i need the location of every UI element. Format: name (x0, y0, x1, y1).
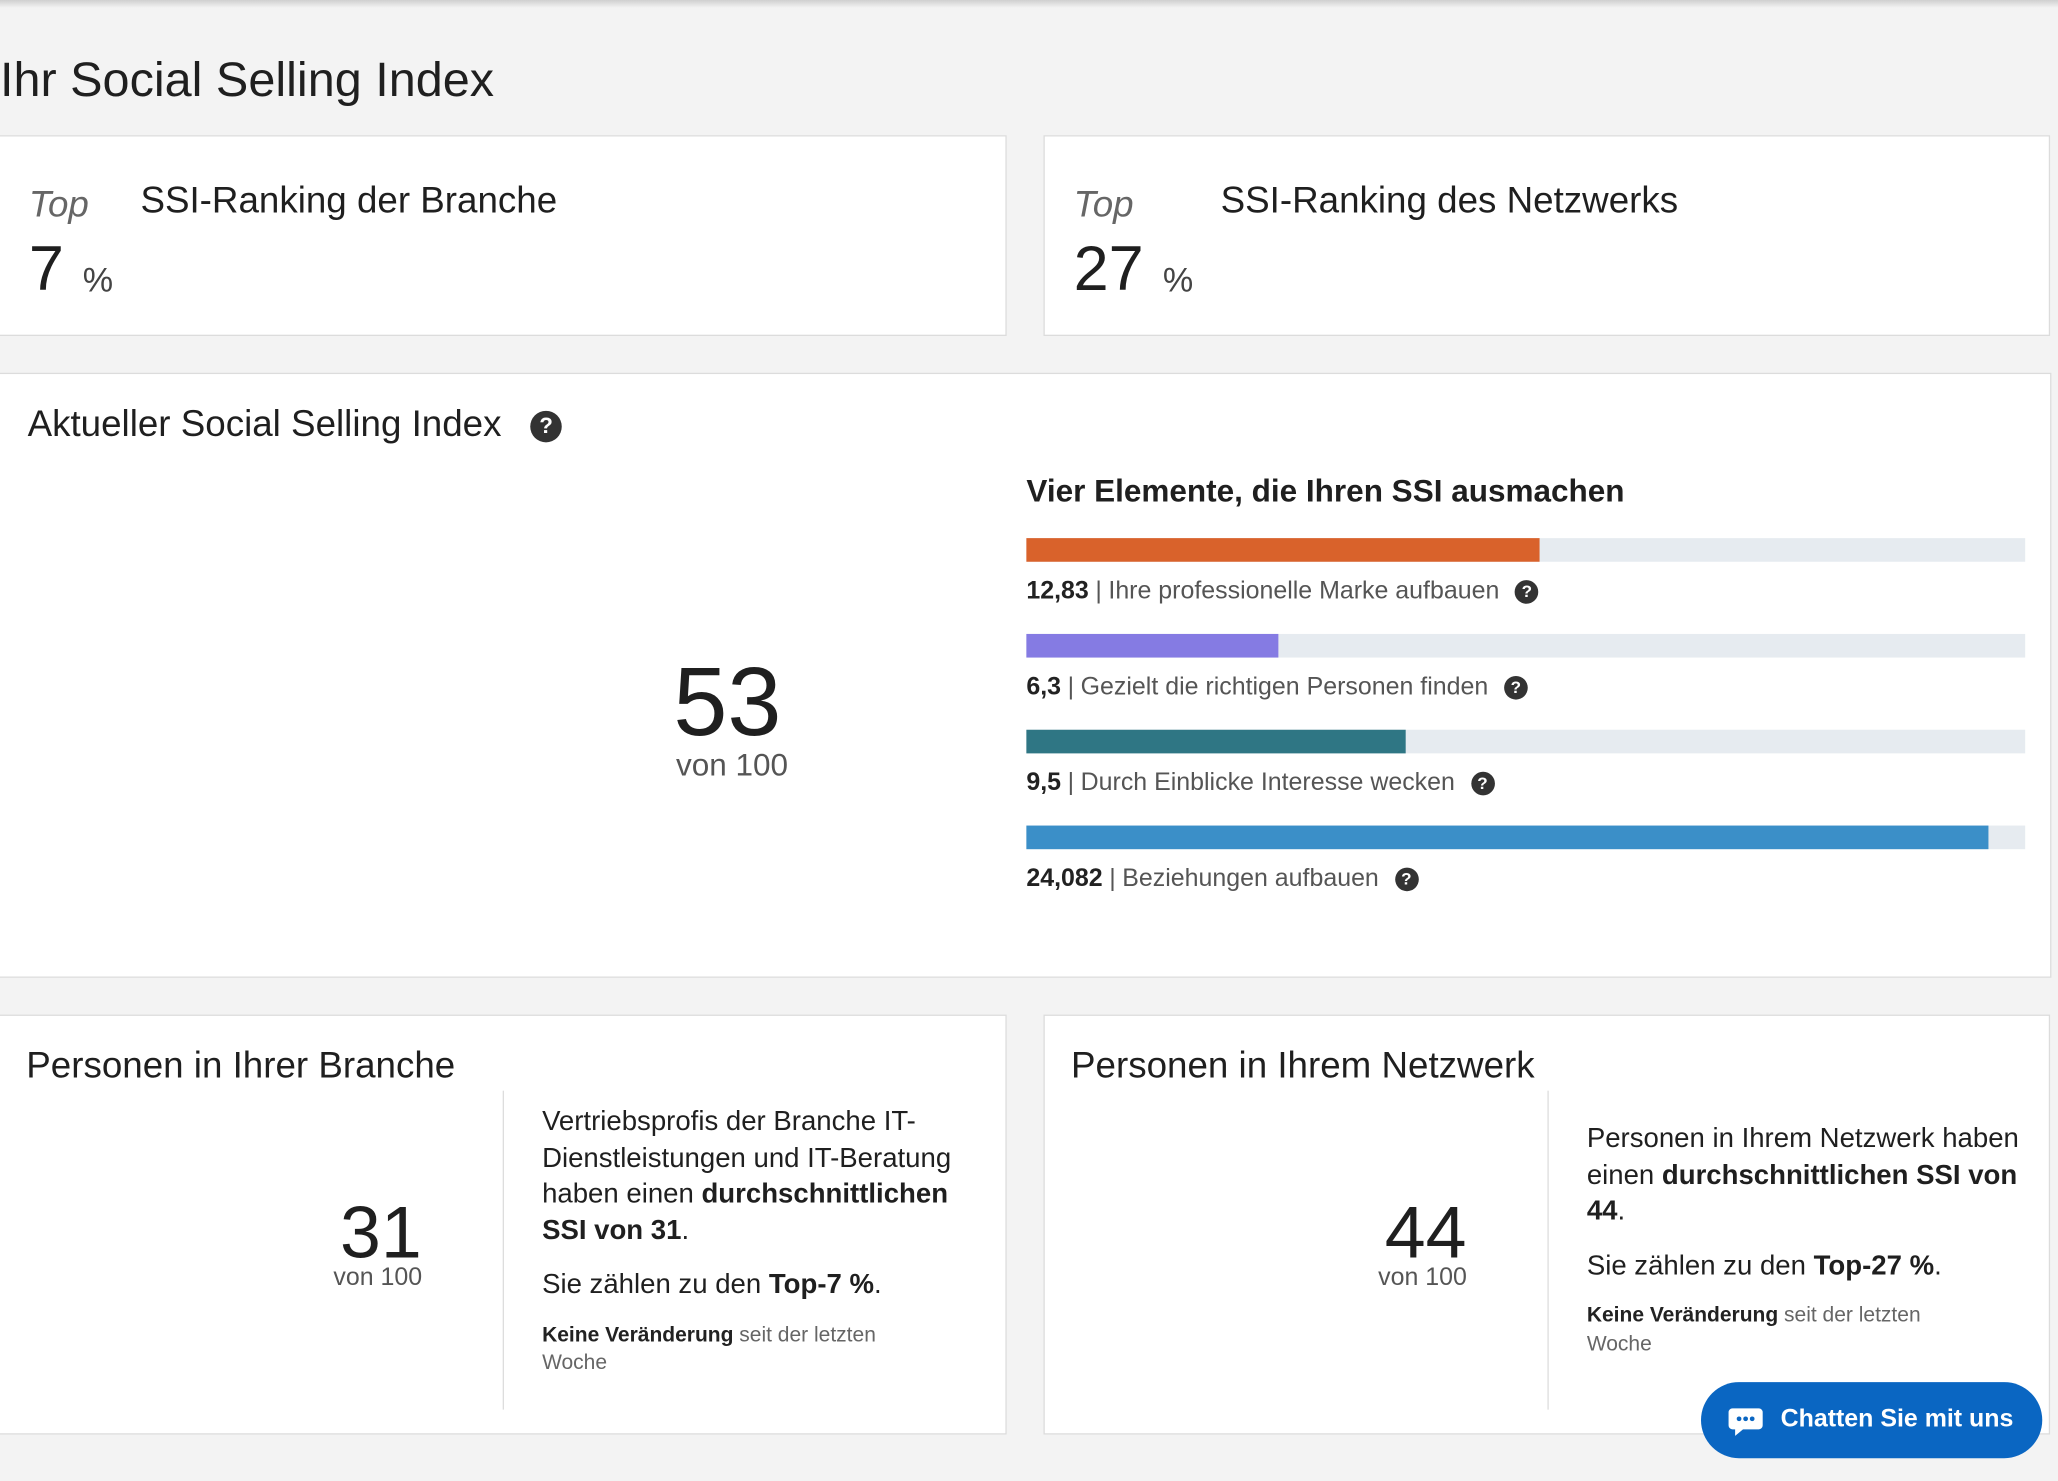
bar-label: 6,3 | Gezielt die richtigen Personen finde… (1026, 673, 1528, 702)
peer-text: Personen in Ihrem Netzwerk haben einen d… (1587, 1121, 2020, 1359)
bold-text: durchschnittlichen SSI von 44 (1586, 1159, 2018, 1226)
ssi-score: 53 (673, 647, 782, 756)
help-icon: ? (530, 410, 562, 442)
description: Personen in Ihrem Netzwerk haben einen d… (1587, 1121, 2020, 1229)
chat-button[interactable]: Chatten Sie mit uns (1701, 1382, 2043, 1459)
text: seit der letzten Woche (1586, 1304, 1921, 1356)
separator: | (1067, 769, 1075, 797)
page-title: Ihr Social Selling Index (0, 52, 495, 107)
divider (502, 1090, 504, 1410)
peer-score: 31 (339, 1190, 422, 1274)
bold-text: Keine Veränderung (542, 1323, 734, 1346)
rank-value: 27 (1073, 234, 1144, 305)
bar-name: Beziehungen aufbauen (1122, 864, 1379, 893)
top-label: Top (28, 183, 89, 225)
bar-name: Ihre professionelle Marke aufbauen (1108, 577, 1500, 606)
text: . (1934, 1250, 1942, 1281)
chat-icon (1728, 1408, 1763, 1436)
ssi-title: Aktueller Social Selling Index? (28, 403, 562, 445)
help-icon: ? (1470, 771, 1495, 796)
bar-value: 24,082 (1026, 864, 1103, 893)
help-icon: ? (1394, 867, 1419, 892)
bar (1026, 538, 1539, 562)
bar-label: 12,83 | Ihre professionelle Marke aufbauen… (1026, 577, 1539, 607)
bar (1026, 729, 1406, 754)
text: Sie zählen zu den (1586, 1250, 1814, 1281)
rank-unit: % (82, 259, 114, 300)
help-icon: ? (1515, 580, 1539, 604)
peer-card: Personen in Ihrem Netzwerk 44 von 100 Perso… (1043, 1014, 2051, 1435)
bar-track (1026, 633, 2026, 658)
bar-name: Gezielt die richtigen Personen finden (1080, 673, 1489, 701)
bar-track (1026, 729, 2026, 754)
top-label: Top (1073, 183, 1134, 225)
chat-label: Chatten Sie mit uns (1780, 1405, 2014, 1434)
peer-text: Vertriebsprofis der Branche IT-Dienstlei… (542, 1104, 988, 1378)
bar-name: Durch Einblicke Interesse wecken (1080, 769, 1455, 797)
bar-track (1026, 538, 2026, 562)
help-icon: ? (1503, 675, 1528, 700)
text: seit der letzten Woche (542, 1323, 876, 1375)
components-title: Vier Elemente, die Ihren SSI ausmachen (1026, 473, 1625, 510)
ssi-title-text: Aktueller Social Selling Index (27, 402, 502, 444)
text: Personen in Ihrem Netzwerk haben einen (1586, 1123, 2019, 1190)
peer-total: von 100 (1378, 1263, 1467, 1292)
bar (1026, 633, 1279, 658)
bar (1026, 825, 1989, 850)
bar-value: 6,3 (1026, 673, 1062, 701)
bar-value: 9,5 (1026, 769, 1062, 797)
text: . (874, 1269, 882, 1300)
text: . (681, 1214, 690, 1245)
separator: | (1095, 577, 1102, 606)
bold-text: Keine Veränderung (1586, 1304, 1779, 1327)
rank-unit: % (1162, 259, 1194, 300)
rank-text: Sie zählen zu den Top-7 %. (542, 1267, 988, 1303)
peer-title: Personen in Ihrem Netzwerk (1071, 1044, 1535, 1086)
ranking-card: Top 27% SSI-Ranking des Netzwerks (1043, 135, 2051, 336)
bold-text: Top-7 % (768, 1269, 875, 1300)
change-text: Keine Veränderung seit der letzten Woche (542, 1321, 923, 1377)
rank-value: 7 (28, 234, 64, 305)
rank-title: SSI-Ranking des Netzwerks (1220, 179, 1679, 221)
ssi-card: Aktueller Social Selling Index? 53 von 100… (0, 372, 2052, 978)
text: Vertriebsprofis der Branche IT-Dienstlei… (542, 1106, 952, 1209)
ranking-card: Top 7% SSI-Ranking der Branche (0, 135, 1007, 336)
bar-label: 24,082 | Beziehungen aufbauen? (1026, 864, 1419, 894)
rank-text: Sie zählen zu den Top-27 %. (1587, 1248, 2020, 1284)
separator: | (1067, 673, 1075, 701)
top-shadow (0, 0, 2058, 8)
description: Vertriebsprofis der Branche IT-Dienstlei… (542, 1104, 988, 1248)
bar-label: 9,5 | Durch Einblicke Interesse wecken? (1026, 769, 1495, 798)
change-text: Keine Veränderung seit der letzten Woche (1587, 1302, 1968, 1358)
text: Sie zählen zu den (542, 1269, 769, 1300)
bold-text: durchschnittlichen SSI von 31 (542, 1178, 949, 1245)
bar-value: 12,83 (1026, 577, 1089, 606)
ssi-total: von 100 (675, 748, 789, 784)
peer-score: 44 (1384, 1190, 1467, 1274)
peer-total: von 100 (333, 1263, 423, 1292)
peer-card: Personen in Ihrer Branche 31 von 100 Vertri… (0, 1014, 1007, 1435)
peer-title: Personen in Ihrer Branche (26, 1044, 456, 1086)
bar-track (1026, 825, 2026, 850)
text: . (1617, 1195, 1626, 1226)
divider (1547, 1090, 1549, 1410)
rank-title: SSI-Ranking der Branche (140, 179, 558, 221)
separator: | (1109, 864, 1116, 893)
bold-text: Top-27 % (1813, 1250, 1935, 1281)
